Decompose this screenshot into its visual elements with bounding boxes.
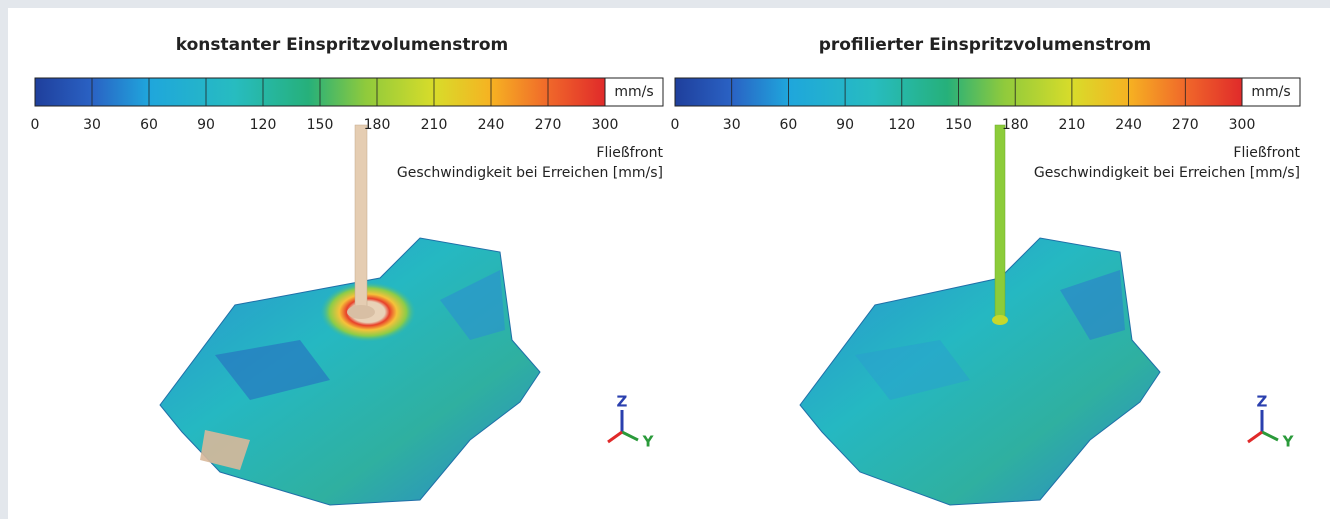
colorbar-tick-label: 180 [1002,117,1029,133]
axis-label-y: Y [642,433,655,451]
caption-line: Geschwindigkeit bei Erreichen [mm/s] [397,165,663,181]
colorbar-tick-label: 0 [671,117,680,133]
figure: konstanter Einspritzvolumenstrom mm/s 0 30 6… [0,0,1330,519]
colorbar-tick-label: 270 [535,117,562,133]
axis-label-z: Z [617,393,628,411]
colorbar-tick-label: 150 [945,117,972,133]
caption-line: Fließfront [1233,145,1300,161]
colorbar-tick-label: 30 [723,117,741,133]
colorbar-tick-label: 60 [779,117,797,133]
panel-title: profilierter Einspritzvolumenstrom [819,35,1151,55]
colorbar-unit: mm/s [614,84,653,100]
colorbar-unit: mm/s [1251,84,1290,100]
caption-line: Geschwindigkeit bei Erreichen [mm/s] [1034,165,1300,181]
colorbar-tick-label: 210 [421,117,448,133]
colorbar-tick-label: 300 [1229,117,1256,133]
colorbar-tick-label: 30 [83,117,101,133]
figure-canvas: konstanter Einspritzvolumenstrom mm/s 0 30 6… [0,0,1330,519]
colorbar-tick-label: 210 [1059,117,1086,133]
colorbar-tick-label: 150 [307,117,334,133]
colorbar-tick-label: 120 [250,117,277,133]
colorbar-tick-label: 90 [836,117,854,133]
colorbar-tick-label: 60 [140,117,158,133]
colorbar-tick-label: 240 [478,117,505,133]
axis-label-z: Z [1257,393,1268,411]
panel-title: konstanter Einspritzvolumenstrom [176,35,509,55]
colorbar-tick-label: 120 [888,117,915,133]
colorbar-tick-label: 300 [592,117,619,133]
axis-label-y: Y [1282,433,1295,451]
caption-line: Fließfront [596,145,663,161]
colorbar-tick-label: 270 [1172,117,1199,133]
colorbar-tick-label: 240 [1115,117,1142,133]
colorbar-tick-label: 90 [197,117,215,133]
colorbar-tick-label: 0 [31,117,40,133]
colorbar-tick-label: 180 [364,117,391,133]
